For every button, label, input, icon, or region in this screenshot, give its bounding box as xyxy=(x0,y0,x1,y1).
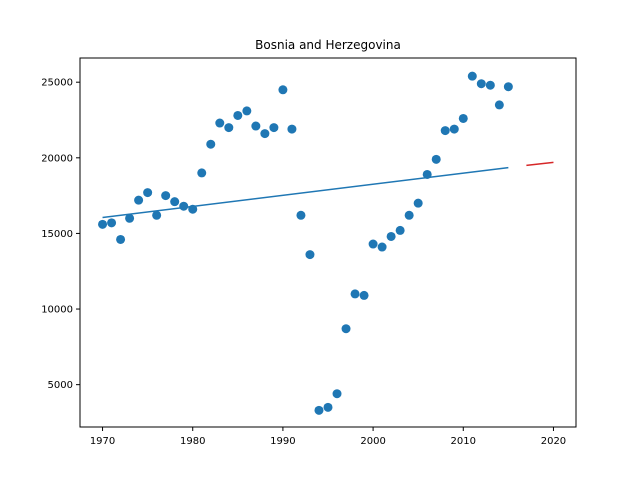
data-point xyxy=(395,225,405,235)
x-axis: 1970 1980 1990 2000 2010 2020 xyxy=(90,427,566,447)
data-point xyxy=(449,124,459,134)
data-point xyxy=(476,79,486,89)
data-point xyxy=(98,219,108,229)
data-point xyxy=(251,121,261,131)
data-point xyxy=(485,80,495,90)
data-point xyxy=(341,324,351,334)
data-point xyxy=(134,195,144,205)
data-point xyxy=(170,197,180,207)
data-point xyxy=(116,234,126,244)
data-point xyxy=(359,290,369,300)
x-tick-label: 1970 xyxy=(90,436,115,447)
y-tick-label: 25000 xyxy=(41,78,73,89)
data-point xyxy=(242,106,252,116)
trend-line xyxy=(102,166,509,219)
data-point xyxy=(440,126,450,136)
x-tick-label: 1980 xyxy=(180,436,205,447)
data-point xyxy=(179,201,189,211)
plot-frame xyxy=(79,57,577,428)
y-tick-label: 20000 xyxy=(41,153,73,164)
data-point xyxy=(368,239,378,249)
data-point xyxy=(314,405,324,415)
data-point xyxy=(152,210,162,220)
data-point xyxy=(143,188,153,198)
x-tick-label: 2010 xyxy=(451,436,476,447)
x-tick-label: 2000 xyxy=(360,436,385,447)
data-point xyxy=(287,124,297,134)
data-point xyxy=(413,198,423,208)
data-point xyxy=(125,213,135,223)
data-point xyxy=(431,154,441,164)
data-point xyxy=(161,191,171,201)
data-point xyxy=(215,118,225,128)
data-point xyxy=(107,218,117,228)
data-point xyxy=(269,123,279,133)
data-point xyxy=(188,204,198,214)
data-point xyxy=(305,250,315,260)
y-tick-label: 15000 xyxy=(41,229,73,240)
trend-layer xyxy=(102,161,554,219)
data-point xyxy=(404,210,414,220)
data-point xyxy=(296,210,306,220)
data-point xyxy=(386,231,396,241)
chart-title: Bosnia and Herzegovina xyxy=(255,38,401,52)
y-tick-label: 5000 xyxy=(48,380,73,391)
data-point xyxy=(422,169,432,179)
data-point xyxy=(377,242,387,252)
data-point xyxy=(278,85,288,95)
data-point xyxy=(467,71,477,81)
points-layer xyxy=(98,71,513,415)
y-axis: 5000 10000 15000 20000 25000 xyxy=(41,78,80,391)
data-point xyxy=(323,402,333,412)
data-point xyxy=(458,113,468,123)
x-tick-label: 2020 xyxy=(541,436,566,447)
data-point xyxy=(260,129,270,139)
plot-area: 1970 1980 1990 2000 2010 2020 5000 10000 15000 2… xyxy=(41,57,577,447)
data-point xyxy=(494,100,504,110)
data-point xyxy=(197,168,207,178)
data-point xyxy=(503,82,513,92)
data-point xyxy=(206,139,216,149)
data-point xyxy=(224,123,234,133)
y-tick-label: 10000 xyxy=(41,305,73,316)
forecast-line xyxy=(526,161,554,167)
data-point xyxy=(350,289,360,299)
x-tick-label: 1990 xyxy=(270,436,295,447)
data-point xyxy=(332,389,342,399)
data-point xyxy=(233,110,243,120)
